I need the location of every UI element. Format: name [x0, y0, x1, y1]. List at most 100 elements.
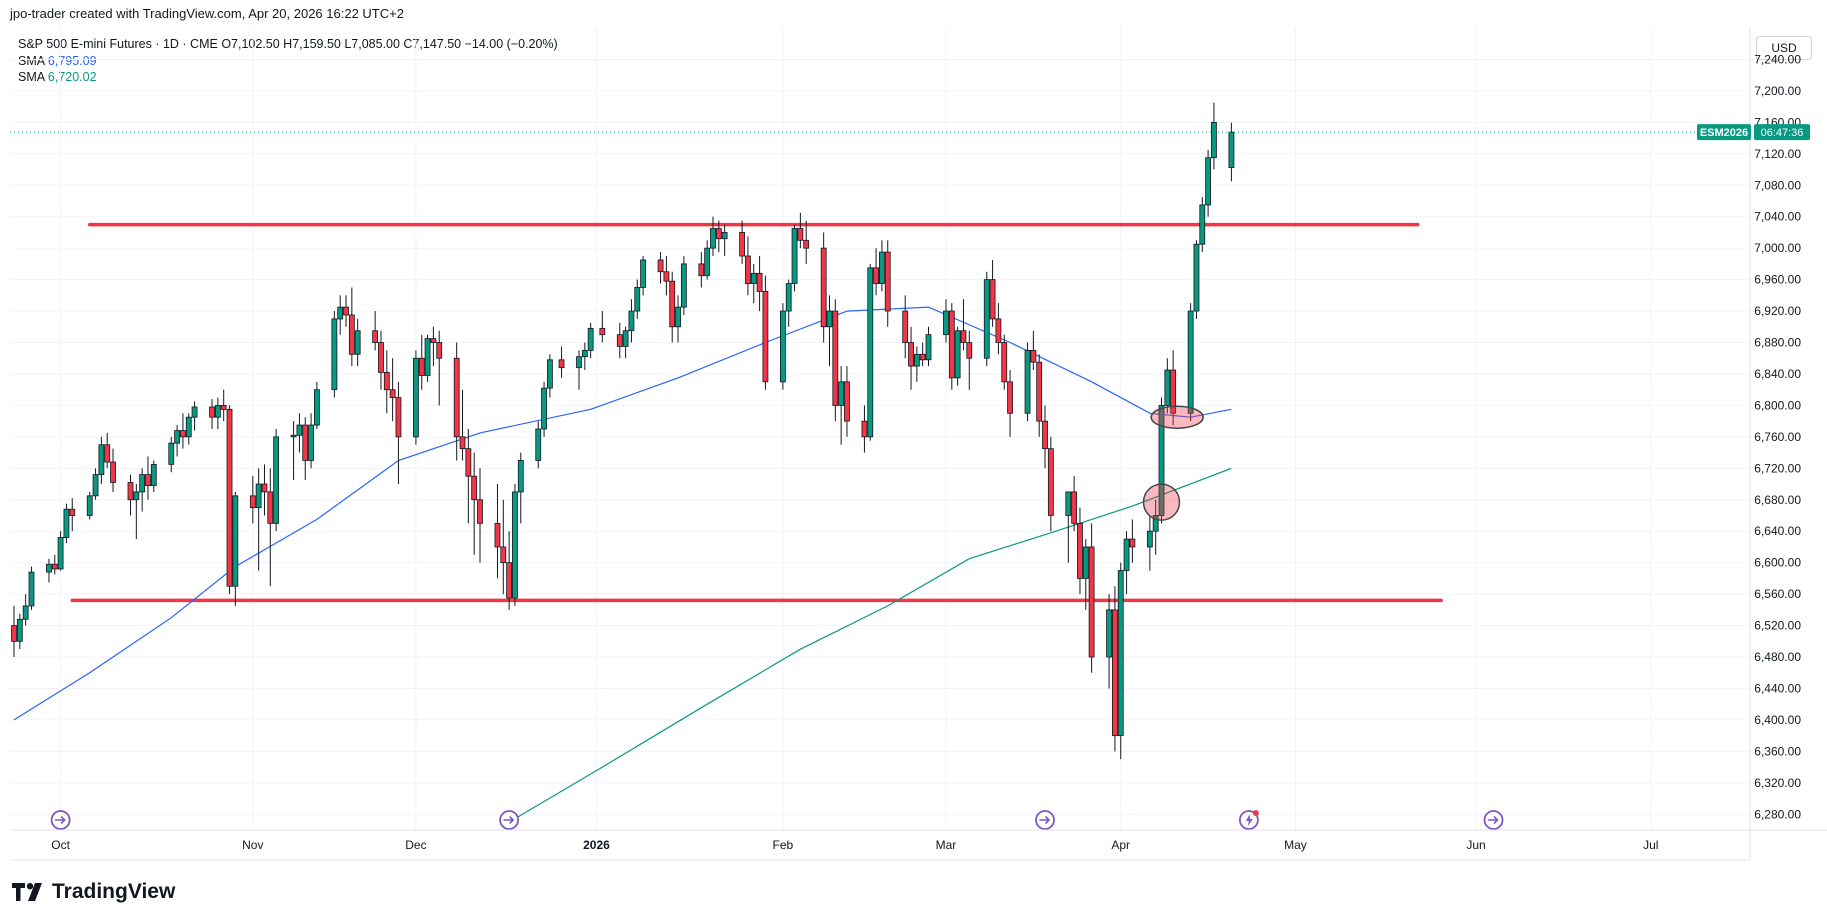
- candle: [756, 256, 763, 312]
- candle-body: [634, 287, 641, 312]
- candle-body: [424, 338, 431, 376]
- price-tick-label: 6,280.00: [1754, 807, 1801, 821]
- candle-body: [104, 444, 111, 463]
- candle: [1077, 507, 1083, 595]
- candle: [471, 452, 478, 555]
- candle-body: [500, 546, 507, 564]
- candle-body: [16, 618, 23, 642]
- candle-body: [28, 571, 35, 607]
- candle-body: [395, 397, 402, 438]
- candle: [389, 358, 396, 422]
- candle: [902, 295, 909, 359]
- time-scale-label: Mar: [936, 838, 957, 852]
- time-scale-label: 2026: [583, 838, 610, 852]
- time-scale-label: Jun: [1466, 838, 1485, 852]
- candle-body: [378, 342, 384, 373]
- candle: [628, 299, 635, 343]
- candle-body: [1077, 522, 1083, 579]
- last-price-tags: ESM2026 06:47:36: [10, 124, 1810, 141]
- horizontal-lines: [70, 222, 1443, 603]
- candle-body: [715, 228, 722, 240]
- candle: [477, 468, 483, 563]
- candle-body: [191, 406, 198, 418]
- candle: [418, 334, 425, 390]
- candle: [378, 330, 384, 390]
- arrow-glyph: [54, 816, 66, 824]
- candle: [150, 460, 157, 492]
- sma-lines: [13, 306, 1232, 823]
- tradingview-logo-icon: [12, 883, 42, 901]
- candle-body: [1106, 609, 1112, 658]
- sma1-label[interactable]: SMA: [18, 53, 45, 68]
- price-tick-label: 7,120.00: [1754, 147, 1801, 161]
- candle: [546, 354, 553, 398]
- currency-button[interactable]: USD: [1756, 36, 1812, 60]
- candle: [354, 318, 361, 367]
- candle: [180, 413, 186, 449]
- event-marker-icon: [499, 810, 520, 830]
- sma2-label[interactable]: SMA: [18, 70, 45, 84]
- candle: [1187, 303, 1194, 422]
- candle-body: [1152, 515, 1159, 532]
- attribution-text: jpo-trader created with TradingView.com,…: [10, 6, 404, 21]
- candle-body: [657, 259, 664, 273]
- candle: [191, 401, 198, 431]
- candle-body: [1007, 381, 1013, 414]
- candle-body: [69, 508, 76, 516]
- candle-body: [995, 318, 1002, 343]
- candle-body: [1047, 448, 1054, 516]
- candle-body: [383, 371, 390, 391]
- candle-body: [98, 444, 105, 476]
- candle-body: [436, 342, 443, 359]
- candle: [1164, 358, 1171, 414]
- candle: [873, 248, 879, 296]
- time-scale-label: Nov: [242, 838, 263, 852]
- candle-body: [1228, 131, 1235, 168]
- candle-body: [1187, 310, 1194, 414]
- candle: [616, 322, 623, 359]
- candle-body: [587, 327, 594, 351]
- candle: [1024, 342, 1031, 422]
- candle-body: [494, 522, 501, 548]
- price-tick-label: 7,240.00: [1754, 52, 1801, 66]
- candle-body: [512, 491, 518, 599]
- candle-body: [290, 434, 297, 438]
- candle-body: [558, 359, 565, 369]
- candle: [867, 263, 874, 441]
- candle: [1129, 519, 1136, 563]
- event-marker-icon: [1238, 810, 1259, 830]
- candle-body: [471, 475, 478, 501]
- candle: [302, 417, 309, 481]
- sma1-value: 6,795.09: [47, 53, 97, 68]
- candle-body: [1205, 157, 1212, 206]
- candle-body: [803, 239, 810, 249]
- candle: [1047, 436, 1054, 532]
- time-scale-labels: Oct Nov Dec 2026 Feb Mar Apr May Jun Jul: [51, 838, 1658, 852]
- candle: [424, 334, 431, 382]
- candle: [1158, 397, 1165, 524]
- candle: [226, 405, 233, 595]
- candle: [558, 346, 565, 378]
- candle-body: [92, 474, 99, 497]
- event-marker-icon: [50, 810, 71, 830]
- candle-body: [296, 424, 303, 436]
- candle-body: [669, 280, 676, 328]
- candle-body: [1030, 349, 1037, 363]
- candle-body: [750, 272, 757, 284]
- candle-body: [331, 318, 338, 391]
- candle: [51, 554, 58, 575]
- candle: [500, 499, 507, 595]
- candle-body: [354, 330, 361, 355]
- candle-body: [214, 405, 221, 418]
- highlight-circle: [1142, 483, 1181, 521]
- candle: [779, 303, 786, 390]
- candle: [1152, 499, 1159, 555]
- candle-body: [983, 279, 990, 359]
- candle: [669, 271, 676, 343]
- candle-body: [226, 408, 233, 587]
- symbol-name[interactable]: S&P 500 E-mini Futures · 1D · CME: [18, 37, 218, 51]
- candle-body: [581, 349, 588, 358]
- candle: [343, 295, 349, 327]
- candle: [1112, 586, 1118, 752]
